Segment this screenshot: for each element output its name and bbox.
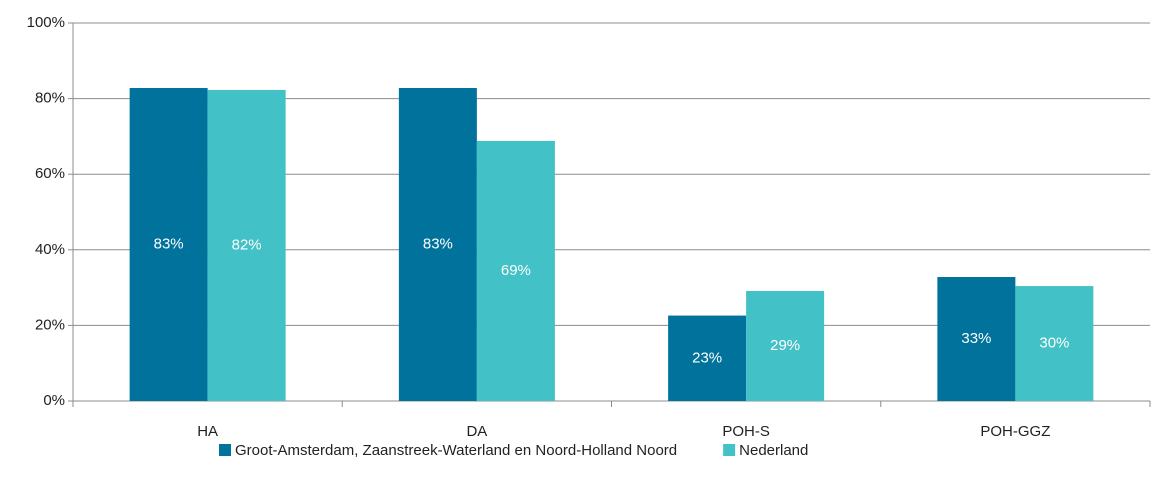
- x-tick-label: HA: [197, 423, 218, 440]
- y-tick-label: 100%: [27, 14, 65, 31]
- data-label: 83%: [423, 235, 453, 252]
- y-tick-label: 20%: [35, 316, 65, 333]
- data-label: 82%: [232, 236, 262, 253]
- bar: [937, 277, 1016, 401]
- x-tick-label: DA: [466, 423, 487, 440]
- legend-label: Groot-Amsterdam, Zaanstreek-Waterland en…: [235, 442, 677, 459]
- y-tick-label: 0%: [43, 392, 65, 409]
- data-label: 69%: [501, 262, 531, 279]
- bar: [668, 315, 747, 401]
- legend-label: Nederland: [739, 442, 808, 459]
- data-label: 83%: [154, 235, 184, 252]
- data-label: 23%: [692, 349, 722, 366]
- bar: [398, 88, 477, 402]
- bar: [129, 88, 208, 402]
- x-tick-label: POH-S: [722, 423, 770, 440]
- legend-swatch: [723, 444, 736, 456]
- x-tick-label: POH-GGZ: [980, 423, 1050, 440]
- data-label: 30%: [1039, 335, 1069, 352]
- bar: [207, 89, 286, 401]
- bar: [476, 140, 555, 401]
- data-label: 33%: [961, 330, 991, 347]
- y-tick-label: 40%: [35, 241, 65, 258]
- bar: [1015, 286, 1094, 401]
- y-tick-label: 60%: [35, 165, 65, 182]
- bar: [746, 291, 825, 401]
- legend-swatch: [219, 444, 231, 456]
- y-tick-label: 80%: [35, 90, 65, 107]
- data-label: 29%: [770, 337, 800, 354]
